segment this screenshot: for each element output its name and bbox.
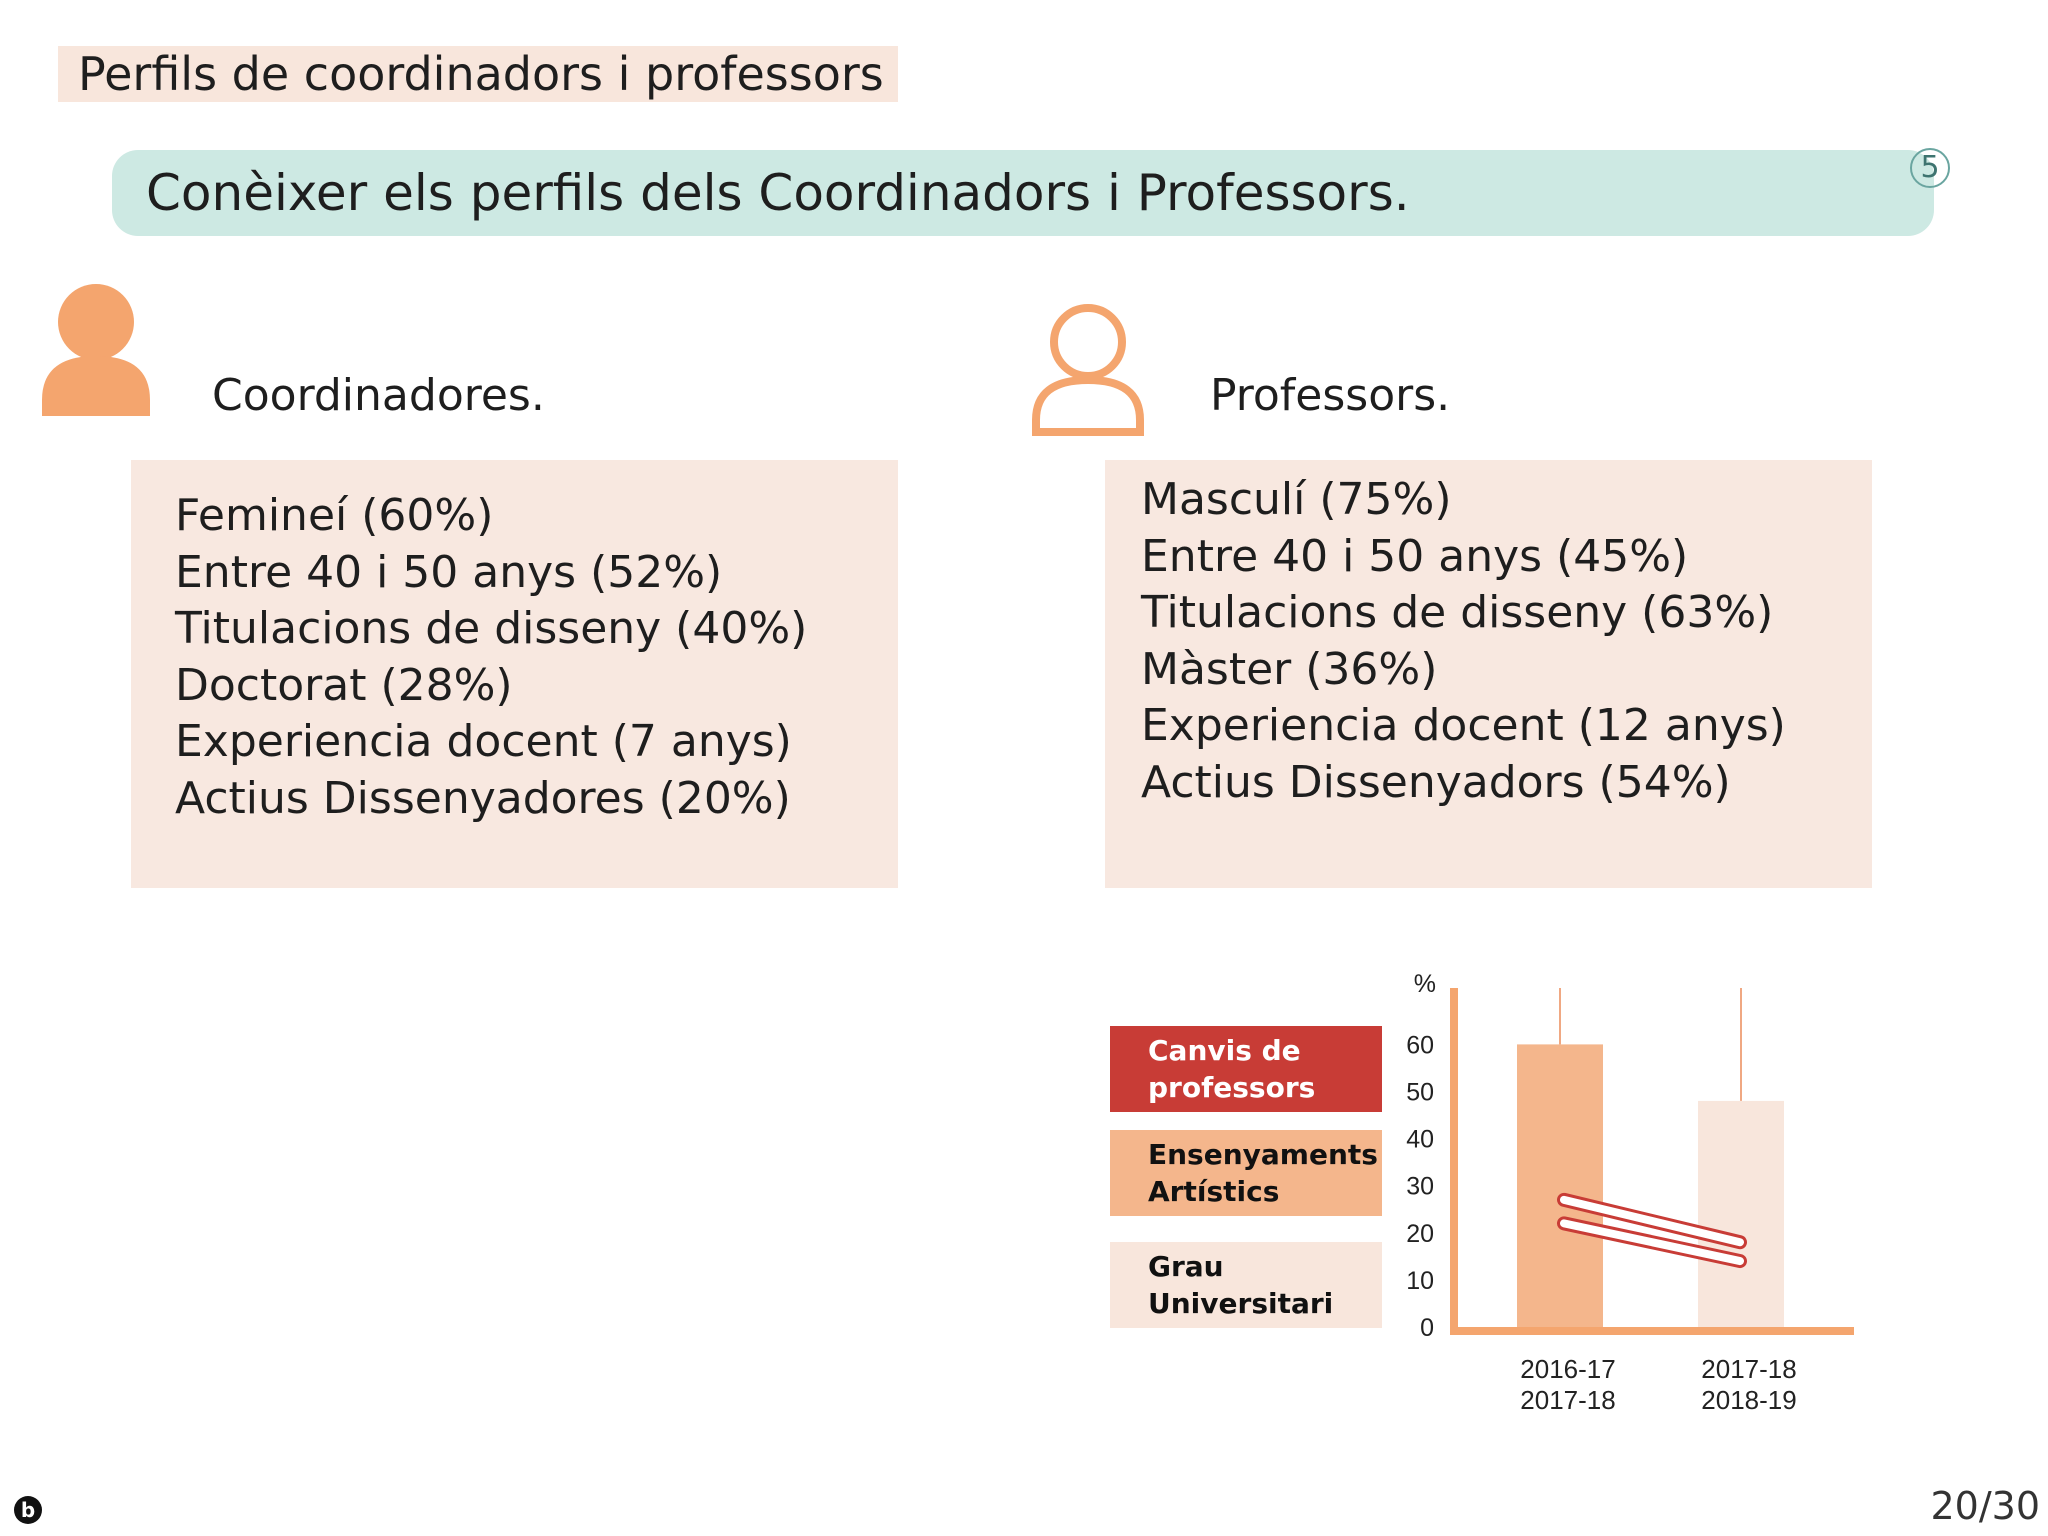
legend-item-ensenyaments: Ensenyaments Artístics [1110,1130,1382,1216]
coordinators-item: Titulacions de disseny (40%) [175,603,808,654]
x-tick-label: 2016-17 [1520,1354,1615,1384]
legend-text: Artístics [1148,1175,1280,1208]
coordinators-item: Entre 40 i 50 anys (52%) [175,546,723,598]
page-title: Perfils de coordinadors i professors [58,46,898,102]
y-tick-label: 30 [1406,1173,1434,1201]
y-tick-label: 50 [1406,1079,1434,1107]
coordinators-panel: Femineí (60%) Entre 40 i 50 anys (52%) T… [131,460,898,888]
slide-badge: 5 [1910,148,1950,188]
x-tick-label: 2018-19 [1701,1385,1796,1415]
professors-item: Màster (36%) [1141,643,1438,695]
legend-text: professors [1148,1071,1316,1104]
x-tick-label: 2017-18 [1520,1385,1615,1415]
y-tick-label: 40 [1406,1126,1434,1154]
professors-item: Actius Dissenyadors (54%) [1141,756,1731,808]
coordinators-label: Coordinadores. [212,370,545,421]
coordinators-item: Experiencia docent (7 anys) [175,716,792,767]
bar [1517,1044,1603,1327]
bar [1698,1100,1784,1327]
bar-chart: 0102030405060%2016-172017-182017-182018-… [1406,970,1854,1415]
page-number: 20/30 [1930,1484,2040,1528]
coordinators-item: Femineí (60%) [175,490,494,541]
person-outline-icon [1032,304,1144,436]
professors-item: Masculí (75%) [1141,474,1452,525]
legend-text: Grau [1148,1250,1224,1283]
trend-line-inner [1560,1219,1744,1266]
professors-item: Entre 40 i 50 anys (45%) [1141,530,1689,582]
y-tick-label: 10 [1406,1267,1434,1295]
professors-label: Professors. [1210,370,1451,421]
brand-logo-icon: b [14,1496,42,1524]
y-tick-label: 20 [1406,1220,1434,1248]
coordinators-item: Actius Dissenyadores (20%) [175,772,791,824]
person-filled-icon [42,284,150,416]
legend-item-canvis: Canvis de professors [1110,1026,1382,1112]
professors-panel: Masculí (75%) Entre 40 i 50 anys (45%) T… [1105,460,1872,888]
x-tick-label: 2017-18 [1701,1354,1796,1384]
professors-item: Titulacions de disseny (63%) [1141,587,1774,638]
legend-text: Canvis de [1148,1034,1301,1067]
legend-text: Universitari [1148,1287,1334,1320]
professors-item: Experiencia docent (12 anys) [1141,700,1786,751]
legend-text: Ensenyaments [1148,1138,1378,1171]
coordinators-item: Doctorat (28%) [175,659,513,711]
y-axis-label: % [1414,970,1436,998]
trend-line-inner [1560,1195,1744,1247]
subtitle-banner: Conèixer els perfils dels Coordinadors i… [112,150,1934,236]
y-tick-label: 0 [1420,1314,1434,1342]
legend-item-grau: Grau Universitari [1110,1242,1382,1328]
y-tick-label: 60 [1406,1031,1434,1059]
